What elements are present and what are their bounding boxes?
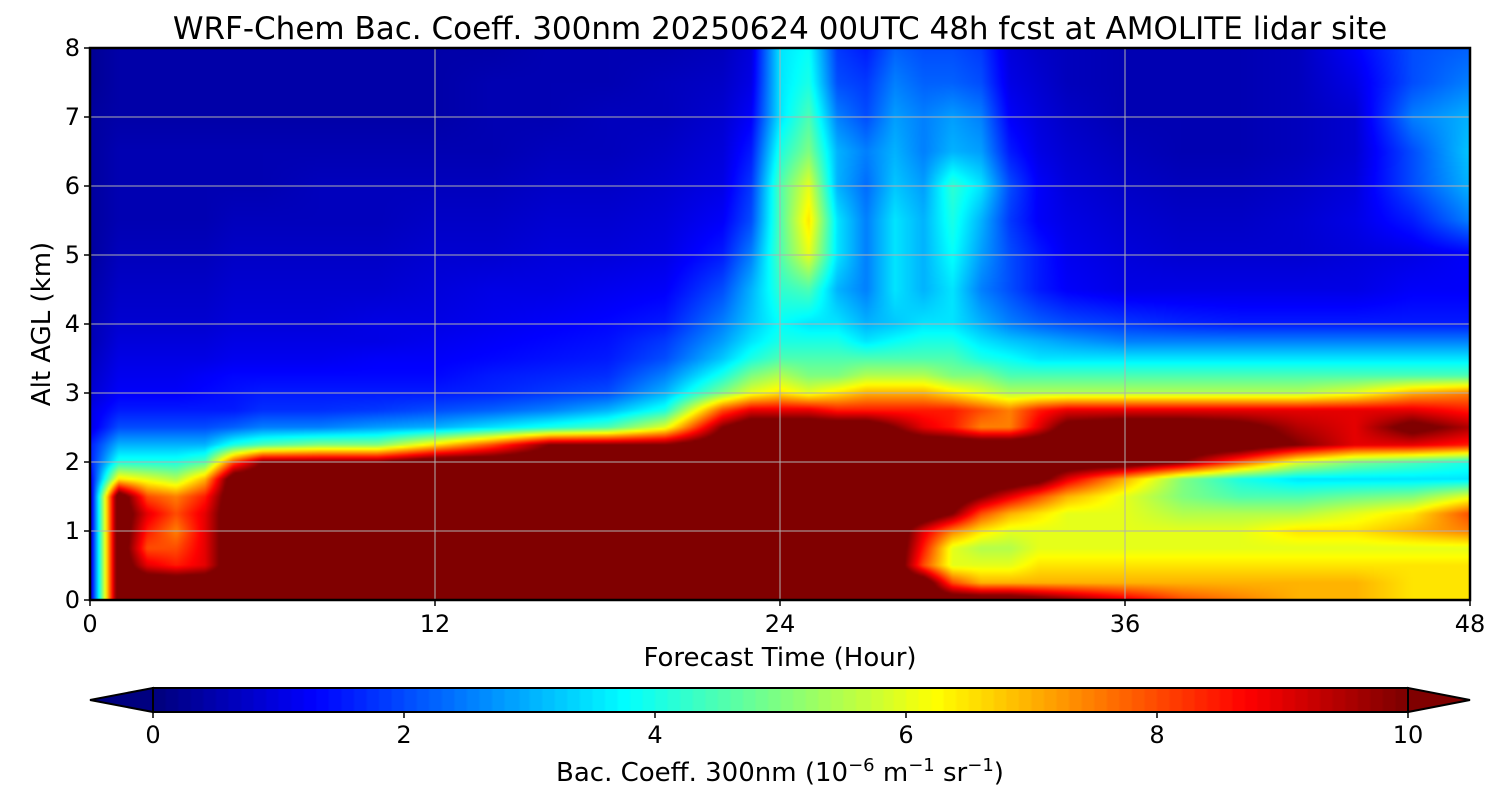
- x-axis: 0 12 24 36 48: [82, 600, 1485, 638]
- y-tick-label: 0: [65, 586, 80, 614]
- colorbar-label-unit1: m: [875, 758, 909, 788]
- y-tick-label: 7: [65, 103, 80, 131]
- colorbar-label-exp1: −6: [848, 755, 875, 776]
- colorbar-tick-label: 0: [145, 721, 160, 749]
- y-axis-title: Alt AGL (km): [27, 242, 57, 406]
- colorbar-tick-label: 4: [647, 721, 662, 749]
- colorbar-frame: [152, 687, 1409, 713]
- colorbar-extend-max: [1407, 686, 1471, 714]
- x-tick-label: 48: [1455, 610, 1486, 638]
- colorbar-tick-label: 6: [898, 721, 913, 749]
- colorbar-extend-min: [89, 686, 154, 714]
- plot-area: [88, 46, 1472, 602]
- x-axis-title: Forecast Time (Hour): [643, 643, 916, 673]
- colorbar-axis: 0 2 4 6 8 10: [145, 712, 1423, 749]
- y-tick-label: 3: [65, 379, 80, 407]
- colorbar-label-close: ): [994, 758, 1004, 788]
- colorbar-gradient: [153, 688, 1408, 712]
- grid-lines: [90, 48, 1470, 600]
- y-tick-label: 6: [65, 172, 80, 200]
- colorbar-label-text: Bac. Coeff. 300nm (10: [556, 758, 848, 788]
- x-tick-label: 0: [82, 610, 97, 638]
- colorbar-tick-label: 8: [1149, 721, 1164, 749]
- colorbar-label: Bac. Coeff. 300nm (10−6 m−1 sr−1): [556, 755, 1004, 788]
- colorbar-label-exp3: −1: [967, 755, 994, 776]
- y-tick-label: 1: [65, 517, 80, 545]
- colorbar-label-exp2: −1: [908, 755, 935, 776]
- y-tick-label: 4: [65, 310, 80, 338]
- y-axis: 0 1 2 3 4 5 6 7 8: [65, 34, 90, 614]
- x-tick-label: 36: [1110, 610, 1141, 638]
- colorbar-label-unit2: sr: [935, 758, 968, 788]
- x-tick-label: 12: [420, 610, 451, 638]
- colorbar-tick-label: 2: [396, 721, 411, 749]
- y-tick-label: 8: [65, 34, 80, 62]
- y-tick-label: 5: [65, 241, 80, 269]
- colorbar-tick-label: 10: [1393, 721, 1424, 749]
- colorbar: 0 2 4 6 8 10 Bac. Coeff. 300nm (10−6 m−1 sr−1…: [89, 686, 1471, 788]
- chart-title: WRF-Chem Bac. Coeff. 300nm 20250624 00UT…: [173, 11, 1387, 47]
- x-tick-label: 24: [765, 610, 796, 638]
- y-tick-label: 2: [65, 448, 80, 476]
